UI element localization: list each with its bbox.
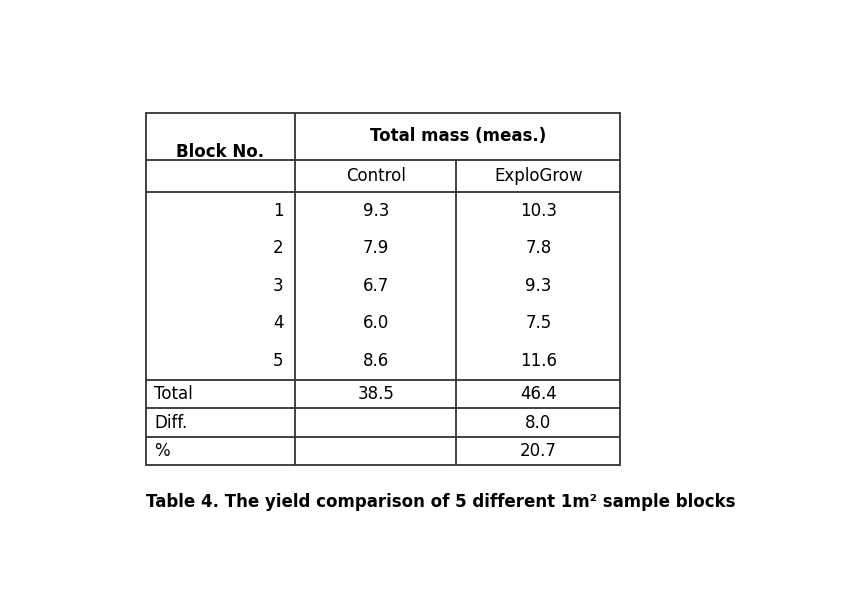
Text: 2: 2 [273, 239, 283, 258]
Text: %: % [155, 442, 170, 460]
Text: 20.7: 20.7 [520, 442, 557, 460]
Text: 8.6: 8.6 [363, 352, 389, 370]
Text: 38.5: 38.5 [357, 385, 394, 403]
Text: 4: 4 [273, 315, 283, 333]
Text: 10.3: 10.3 [519, 202, 557, 220]
Text: 8.0: 8.0 [525, 414, 552, 431]
Text: 11.6: 11.6 [519, 352, 557, 370]
Text: 7.8: 7.8 [525, 239, 552, 258]
Text: 5: 5 [273, 352, 283, 370]
Text: 7.5: 7.5 [525, 315, 552, 333]
Text: Total mass (meas.): Total mass (meas.) [370, 127, 546, 145]
Text: 6.7: 6.7 [363, 277, 389, 295]
Text: 9.3: 9.3 [363, 202, 389, 220]
Bar [146, 112, 620, 465]
Text: Diff.: Diff. [155, 414, 188, 431]
Text: Control: Control [346, 167, 405, 185]
Text: ExploGrow: ExploGrow [494, 167, 582, 185]
Text: 1: 1 [273, 202, 283, 220]
Text: 3: 3 [273, 277, 283, 295]
Text: 6.0: 6.0 [363, 315, 389, 333]
Text: Table 4. The yield comparison of 5 different 1m² sample blocks: Table 4. The yield comparison of 5 diffe… [146, 493, 735, 511]
Text: Block No.: Block No. [177, 143, 264, 161]
Text: 9.3: 9.3 [525, 277, 552, 295]
Text: 46.4: 46.4 [520, 385, 557, 403]
Text: 7.9: 7.9 [363, 239, 389, 258]
Text: Total: Total [155, 385, 193, 403]
